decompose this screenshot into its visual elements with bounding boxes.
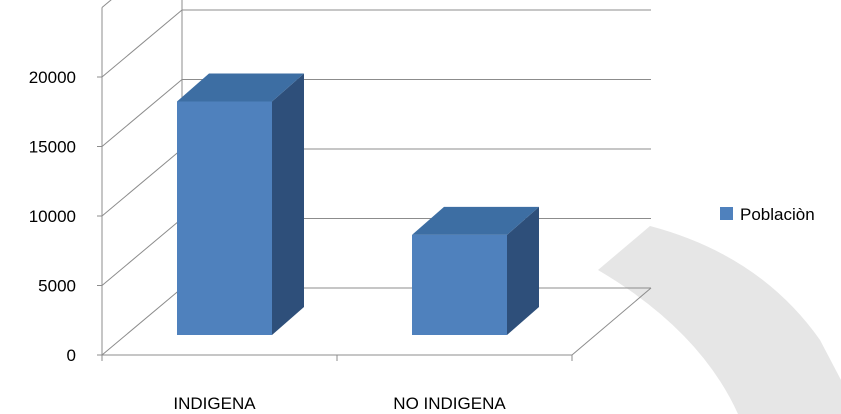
legend: Poblaciòn: [720, 205, 815, 224]
axes: [97, 7, 652, 361]
watermark-shape: [598, 226, 841, 414]
y-tick-label: 0: [67, 346, 76, 365]
floor-right-edge: [571, 287, 652, 356]
bar-side-face: [272, 73, 304, 335]
y-tick-label: 5000: [38, 277, 76, 296]
gridline-diagonal: [101, 218, 183, 286]
bar-indigena: [177, 73, 304, 335]
bar-front-face: [177, 101, 272, 335]
bar-no-indigena: [412, 206, 539, 335]
x-category-label: NO INDIGENA: [393, 394, 506, 413]
bars: [177, 73, 539, 335]
legend-swatch: [720, 207, 733, 220]
axis-labels: 0 5000 10000 15000 20000 INDIGENA NO INDIGENA: [29, 68, 507, 413]
bar-top-face: [177, 73, 304, 102]
y-tick-label: 10000: [29, 207, 76, 226]
y-tick-label: 20000: [29, 68, 76, 87]
x-category-label: INDIGENA: [173, 394, 256, 413]
gridline-diagonal: [101, 0, 112, 8]
bar-front-face: [412, 234, 507, 335]
gridline-diagonal: [101, 79, 183, 147]
gridline-diagonal: [101, 287, 183, 356]
y-tick-label: 15000: [29, 138, 76, 157]
gridline-diagonal: [101, 9, 183, 78]
bar-side-face: [507, 206, 539, 335]
legend-label: Poblaciòn: [740, 205, 815, 224]
gridline-diagonal: [101, 148, 183, 217]
bar-top-face: [412, 206, 539, 235]
watermark-arc: [598, 226, 841, 414]
